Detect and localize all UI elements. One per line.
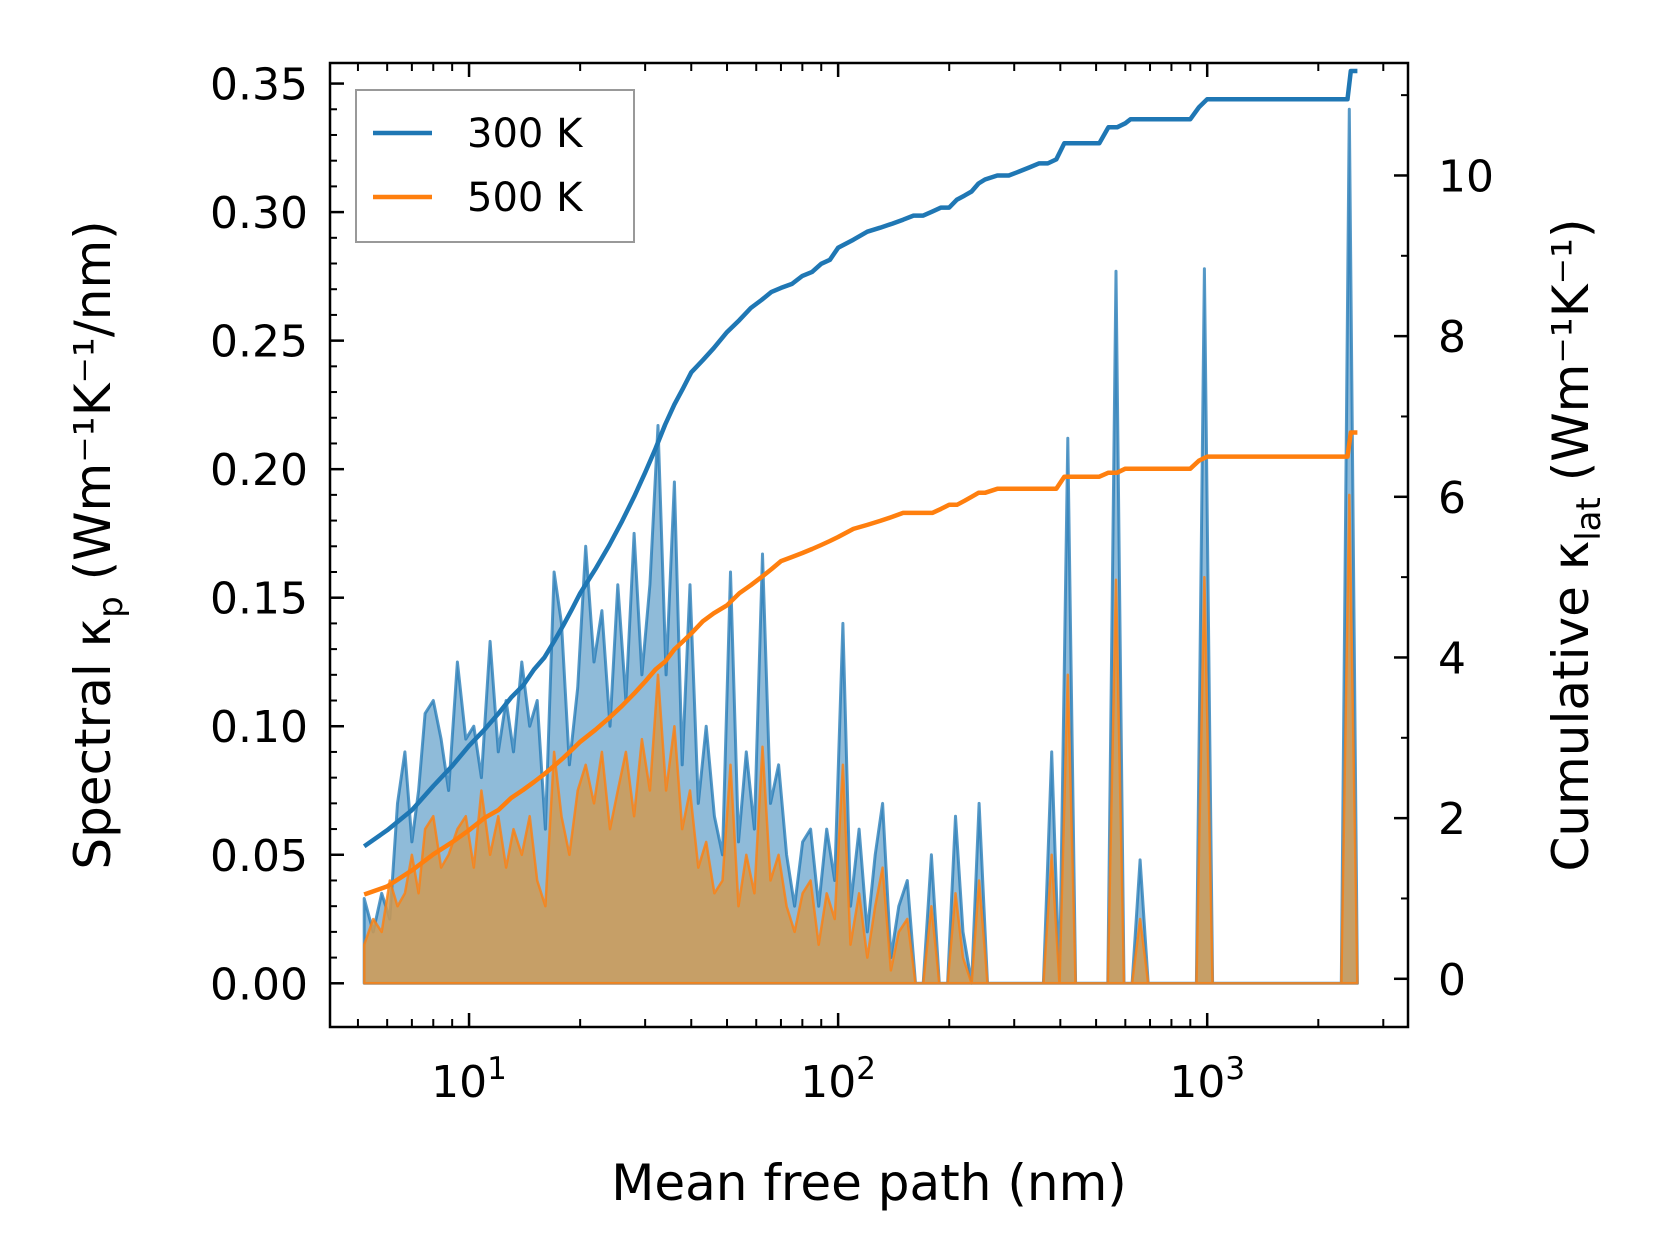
legend-label-300k: 300 K (467, 111, 584, 157)
y-left-tick-label: 0.00 (210, 959, 308, 1010)
legend-box (355, 89, 635, 243)
x-tick-label: 103 (1169, 1051, 1245, 1108)
axis-ticks (330, 63, 1408, 1027)
y-left-tick-label: 0.05 (210, 831, 308, 882)
y-left-tick-label: 0.10 (210, 702, 308, 753)
cumulative-500k-line (363, 430, 1358, 897)
x-axis-label: Mean free path (nm) (611, 1154, 1127, 1212)
y-right-tick-label: 2 (1438, 794, 1466, 845)
y-left-tick-label: 0.35 (210, 60, 308, 111)
y-left-tick-label: 0.30 (210, 188, 308, 239)
y-left-tick-label: 0.25 (210, 317, 308, 368)
legend-label-500k: 500 K (467, 175, 584, 221)
y-left-axis-label: Spectral κp (Wm⁻¹K⁻¹/nm) (64, 220, 131, 869)
legend: 300 K 500 K (355, 89, 635, 243)
y-right-tick-label: 10 (1438, 151, 1494, 202)
cumulative-line-layer (362, 68, 1358, 897)
spectral-fill-layer (362, 107, 1359, 985)
y-left-tick-label: 0.15 (210, 574, 308, 625)
y-right-axis-label: Cumulative κlat (Wm⁻¹K⁻¹) (1542, 218, 1609, 871)
x-tick-label: 102 (800, 1051, 876, 1108)
y-left-tick-label: 0.20 (210, 445, 308, 496)
spectral-500k-area (362, 493, 1359, 985)
y-right-tick-label: 6 (1438, 473, 1466, 524)
y-right-tick-label: 8 (1438, 312, 1466, 363)
x-tick-label: 101 (431, 1051, 507, 1108)
y-right-tick-label: 4 (1438, 633, 1466, 684)
y-right-tick-label: 0 (1438, 955, 1466, 1006)
axis-labels: 101 102 1030.000.050.100.150.200.250.300.3… (64, 60, 1609, 1212)
plot-frame (328, 61, 1410, 1029)
cumulative-300k-line (362, 68, 1358, 849)
